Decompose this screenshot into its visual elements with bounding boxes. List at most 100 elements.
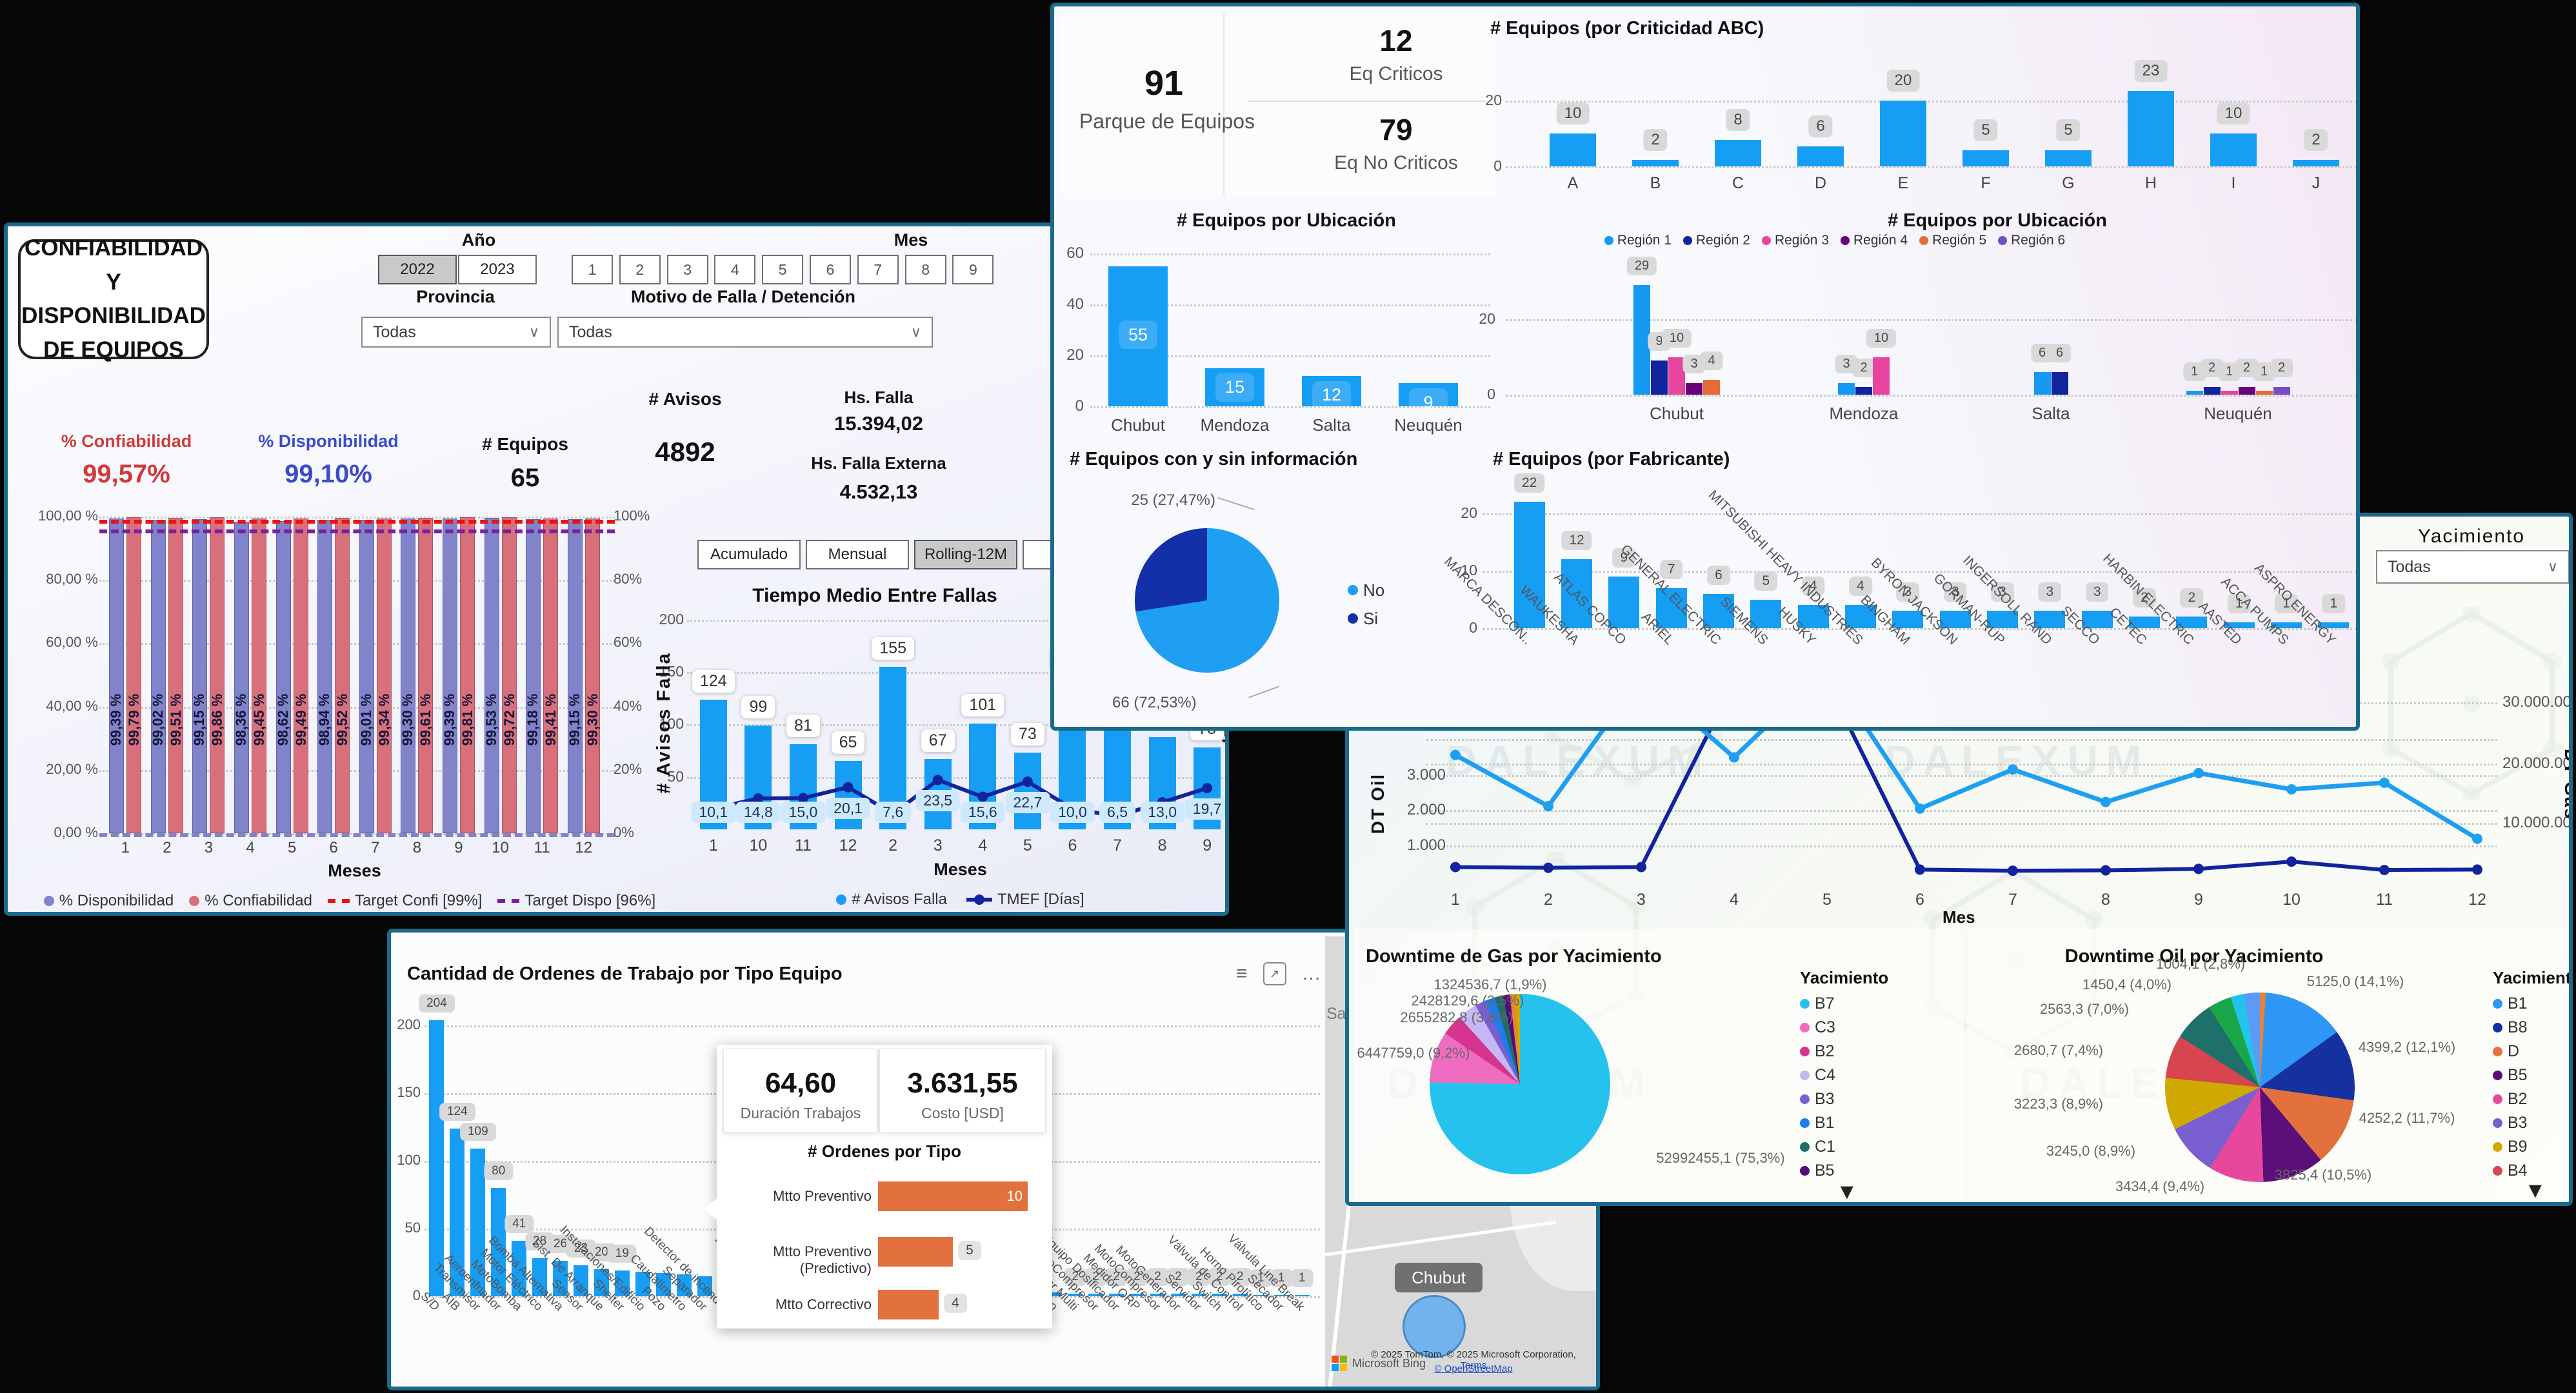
- mes-button[interactable]: 5: [762, 255, 804, 284]
- terms-link[interactable]: Terms: [1460, 1360, 1487, 1371]
- mes-button[interactable]: 9: [952, 255, 994, 284]
- mes-button[interactable]: 8: [904, 255, 946, 284]
- bar-disponibilidad[interactable]: [442, 518, 457, 833]
- legend-item[interactable]: B1: [1800, 1113, 1929, 1132]
- bar-region[interactable]: [2033, 371, 2051, 395]
- legend-item[interactable]: C1: [1800, 1137, 1929, 1156]
- bar-orden-tipo-equipo[interactable]: [1212, 1293, 1227, 1296]
- bar-orden-tipo-equipo[interactable]: [470, 1149, 486, 1296]
- pie[interactable]: [2165, 993, 2355, 1182]
- bar-orden-tipo-equipo[interactable]: [1232, 1293, 1248, 1296]
- bar-orden-tipo-equipo[interactable]: [450, 1128, 465, 1296]
- mes-button[interactable]: 2: [619, 255, 661, 284]
- bar-orden-tipo-equipo[interactable]: [512, 1240, 527, 1296]
- legend-item[interactable]: Región 6: [1998, 233, 2065, 248]
- bar-orden-tipo-equipo[interactable]: [676, 1274, 692, 1296]
- legend-item[interactable]: B3: [2493, 1113, 2569, 1132]
- legend-scroll-icon[interactable]: ▼: [2524, 1178, 2546, 1203]
- provincia-dropdown[interactable]: Todas ∨: [361, 317, 551, 348]
- legend-item[interactable]: Si: [1348, 609, 1451, 628]
- bar-confiabilidad[interactable]: [252, 518, 267, 833]
- bar-orden-tipo-equipo[interactable]: [1109, 1293, 1124, 1296]
- bar-fabricante[interactable]: [1892, 611, 1924, 628]
- bar-criticidad[interactable]: [1962, 150, 2009, 166]
- legend-item[interactable]: B9: [2493, 1137, 2569, 1156]
- bar-fabricante[interactable]: [1797, 605, 1829, 628]
- legend-scroll-icon[interactable]: ▼: [1836, 1180, 1858, 1204]
- bar-fabricante[interactable]: [1845, 605, 1876, 628]
- legend-item[interactable]: B1: [2493, 994, 2569, 1013]
- tmef-mensual-button[interactable]: Mensual: [806, 540, 909, 569]
- legend-item[interactable]: B8: [2493, 1018, 2569, 1037]
- pie[interactable]: [1430, 994, 1610, 1174]
- legend-item[interactable]: Región 1: [1604, 233, 1672, 248]
- bar-disponibilidad[interactable]: [109, 518, 125, 833]
- bar-orden-tipo[interactable]: [878, 1181, 1028, 1211]
- legend-item[interactable]: Región 4: [1841, 233, 1908, 248]
- bar-region[interactable]: [2203, 387, 2221, 395]
- bar-fabricante[interactable]: [2223, 622, 2255, 628]
- bar-fabricante[interactable]: [2176, 617, 2208, 628]
- legend-item[interactable]: No: [1348, 580, 1451, 600]
- bar-confiabilidad[interactable]: [418, 517, 434, 833]
- bar-orden-tipo-equipo[interactable]: [594, 1269, 609, 1296]
- bar-disponibilidad[interactable]: [526, 519, 541, 833]
- bar-orden-tipo-equipo[interactable]: [1068, 1293, 1083, 1296]
- legend-item[interactable]: B2: [1800, 1042, 1929, 1061]
- mes-button[interactable]: 4: [714, 255, 756, 284]
- bar-orden-tipo-equipo[interactable]: [635, 1272, 650, 1296]
- tmef-rolling12m-button[interactable]: Rolling-12M: [914, 540, 1017, 569]
- mes-button[interactable]: 6: [810, 255, 851, 284]
- bar-orden-tipo-equipo[interactable]: [1130, 1293, 1145, 1296]
- bar-confiabilidad[interactable]: [459, 517, 475, 833]
- bar-orden-tipo-equipo[interactable]: [655, 1273, 671, 1296]
- bar-region[interactable]: [2221, 391, 2238, 395]
- bar-orden-tipo-equipo[interactable]: [532, 1258, 548, 1296]
- bar-region[interactable]: [1668, 357, 1685, 395]
- mes-button[interactable]: 7: [857, 255, 899, 284]
- bar-ubicacion[interactable]: [1108, 266, 1168, 406]
- bar-criticidad[interactable]: [2210, 133, 2257, 166]
- legend-item[interactable]: % Confiabilidad: [189, 892, 312, 910]
- legend-item[interactable]: TMEF [Días]: [966, 891, 1084, 909]
- legend-item[interactable]: Target Dispo [96%]: [497, 892, 655, 910]
- bar-region[interactable]: [1686, 383, 1702, 395]
- bar-orden-tipo-equipo[interactable]: [429, 1020, 444, 1296]
- bar-region[interactable]: [1873, 357, 1890, 395]
- bar-fabricante[interactable]: [1703, 593, 1734, 628]
- bar-orden-tipo-equipo[interactable]: [1273, 1294, 1289, 1296]
- bar-orden-tipo-equipo[interactable]: [1088, 1293, 1104, 1296]
- legend-item[interactable]: Región 2: [1682, 233, 1750, 248]
- bar-fabricante[interactable]: [1608, 576, 1640, 628]
- bar-fabricante[interactable]: [2081, 611, 2113, 628]
- bar-fabricante[interactable]: [1513, 502, 1545, 628]
- bar-fabricante[interactable]: [1750, 599, 1782, 628]
- bar-region[interactable]: [2273, 387, 2290, 395]
- bar-fabricante[interactable]: [2034, 611, 2066, 628]
- bar-orden-tipo-equipo[interactable]: [697, 1276, 712, 1296]
- bar-orden-tipo-equipo[interactable]: [614, 1270, 630, 1296]
- legend-item[interactable]: % Disponibilidad: [43, 892, 174, 910]
- bar-orden-tipo-equipo[interactable]: [1047, 1292, 1063, 1296]
- bar-orden-tipo-equipo[interactable]: [491, 1188, 506, 1296]
- expand-icon[interactable]: ↗: [1263, 962, 1286, 985]
- bar-fabricante[interactable]: [1655, 588, 1687, 628]
- bar-disponibilidad[interactable]: [484, 518, 499, 833]
- bar-region[interactable]: [2051, 371, 2068, 395]
- bar-fabricante[interactable]: [1561, 559, 1592, 628]
- map-attribution-osm[interactable]: © OpenStreetMap: [1434, 1363, 1513, 1374]
- legend-item[interactable]: B3: [1800, 1089, 1929, 1109]
- bar-confiabilidad[interactable]: [335, 518, 350, 833]
- bar-confiabilidad[interactable]: [126, 517, 142, 833]
- bar-fabricante[interactable]: [1987, 611, 2018, 628]
- bar-criticidad[interactable]: [1880, 101, 1926, 166]
- bar-fabricante[interactable]: [2129, 617, 2160, 628]
- bar-confiabilidad[interactable]: [543, 518, 559, 833]
- legend-item[interactable]: Región 5: [1919, 233, 1986, 248]
- bar-region[interactable]: [1703, 379, 1720, 395]
- year-2023-button[interactable]: 2023: [458, 255, 537, 284]
- bar-orden-tipo[interactable]: [878, 1290, 939, 1319]
- legend-item[interactable]: B5: [2493, 1065, 2569, 1085]
- bar-orden-tipo-equipo[interactable]: [1191, 1293, 1206, 1296]
- bar-criticidad[interactable]: [1550, 133, 1596, 166]
